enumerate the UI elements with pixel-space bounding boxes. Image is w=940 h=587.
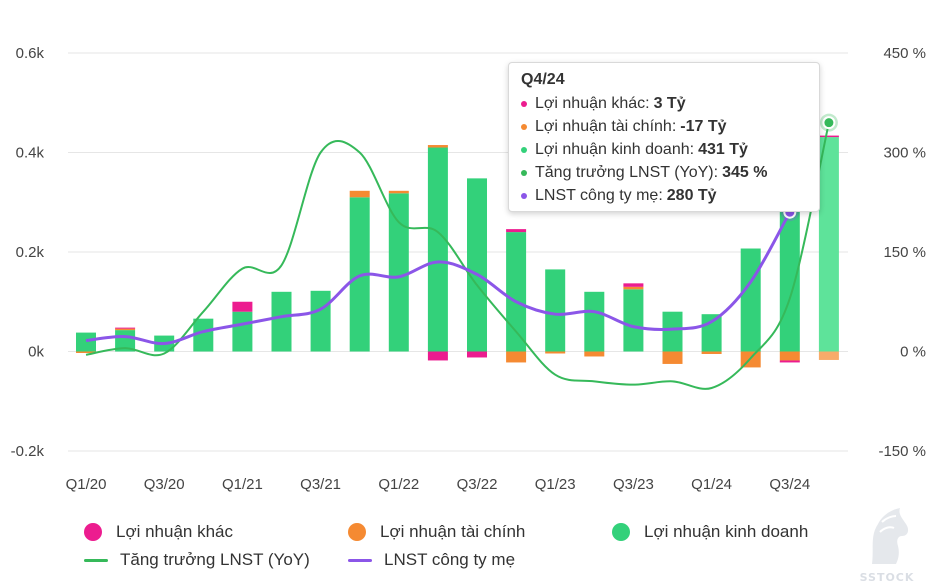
watermark-text: SSTOCK: [859, 571, 915, 584]
legend-dot-icon: [84, 523, 102, 541]
bar-lợi-nhuận-tài-chính: [584, 351, 605, 357]
bar-lợi-nhuận-tài-chính: [506, 351, 527, 363]
legend-item-net-profit[interactable]: LNST công ty mẹ: [348, 550, 515, 570]
hover-marker: [822, 116, 836, 130]
legend-line-icon: [84, 558, 108, 562]
bar-lợi-nhuận-khác: [779, 360, 800, 363]
legend-item-other-profit[interactable]: Lợi nhuận khác: [84, 522, 233, 542]
bar-lợi-nhuận-kinh-doanh: [623, 289, 644, 352]
legend-dot-icon: [612, 523, 630, 541]
horse-head-icon: [872, 508, 909, 564]
watermark: SSTOCK: [852, 500, 922, 584]
bar-lợi-nhuận-tài-chính: [349, 190, 370, 198]
x-tick-label: Q3/23: [613, 476, 654, 493]
bar-lợi-nhuận-kinh-doanh: [740, 248, 761, 352]
bar-lợi-nhuận-khác: [427, 351, 448, 361]
y-right-tick-label: 450 %: [883, 45, 926, 62]
tooltip-dot-icon: [521, 169, 527, 176]
legend-item-financial-profit[interactable]: Lợi nhuận tài chính: [348, 522, 525, 542]
bar-lợi-nhuận-kinh-doanh: [506, 232, 527, 352]
x-tick-label: Q3/20: [144, 476, 185, 493]
bar-lợi-nhuận-khác: [623, 283, 644, 287]
bar-lợi-nhuận-kinh-doanh: [388, 193, 409, 352]
y-right-tick-label: -150 %: [878, 443, 926, 460]
y-right-tick-label: 150 %: [883, 244, 926, 261]
x-tick-label: Q1/23: [535, 476, 576, 493]
legend-line-icon: [348, 558, 372, 562]
bar-lợi-nhuận-khác: [232, 301, 253, 312]
tooltip-dot-icon: [521, 100, 527, 107]
bar-lợi-nhuận-kinh-doanh: [701, 314, 722, 352]
y-right-tick-label: 300 %: [883, 145, 926, 162]
bar-lợi-nhuận-kinh-doanh: [76, 332, 96, 352]
x-tick-label: Q3/24: [769, 476, 810, 493]
bar-lợi-nhuận-kinh-doanh: [271, 291, 292, 352]
tooltip-row-net-profit: LNST công ty mẹ: 280 Tỷ: [521, 184, 807, 207]
bar-lợi-nhuận-tài-chính: [388, 190, 409, 194]
bar-lợi-nhuận-kinh-doanh: [193, 318, 214, 352]
bar-lợi-nhuận-tài-chính: [115, 328, 136, 331]
tooltip-dot-icon: [521, 146, 527, 153]
bar-lợi-nhuận-kinh-doanh: [584, 291, 605, 352]
chart-legend: Lợi nhuận khác Lợi nhuận tài chính Lợi n…: [0, 515, 940, 585]
bar-lợi-nhuận-tài-chính: [76, 351, 96, 353]
bar-lợi-nhuận-kinh-doanh: [427, 147, 448, 352]
bar-lợi-nhuận-tài-chính: [701, 351, 722, 354]
bar-lợi-nhuận-kinh-doanh: [662, 311, 683, 352]
bar-lợi-nhuận-khác: [506, 229, 527, 233]
bar-lợi-nhuận-khác: [818, 135, 839, 138]
y-left-tick-label: 0k: [28, 344, 44, 361]
x-tick-label: Q1/24: [691, 476, 732, 493]
bar-lợi-nhuận-tài-chính: [818, 351, 839, 360]
legend-item-business-profit[interactable]: Lợi nhuận kinh doanh: [612, 522, 808, 542]
x-tick-label: Q3/21: [300, 476, 341, 493]
bar-lợi-nhuận-kinh-doanh: [545, 269, 566, 352]
x-tick-label: Q1/22: [378, 476, 419, 493]
y-left-tick-label: 0.4k: [16, 145, 45, 162]
bar-lợi-nhuận-kinh-doanh: [818, 137, 839, 352]
bar-lợi-nhuận-khác: [115, 327, 136, 329]
bar-lợi-nhuận-tài-chính: [427, 145, 448, 148]
x-tick-label: Q1/21: [222, 476, 263, 493]
chart-tooltip: Q4/24 Lợi nhuận khác: 3 Tỷ Lợi nhuận tài…: [508, 62, 820, 212]
tooltip-title: Q4/24: [521, 71, 565, 88]
tooltip-row-growth: Tăng trưởng LNST (YoY): 345 %: [521, 161, 807, 184]
line-tăng-trưởng-lnst-(yoy): [85, 122, 830, 390]
y-left-tick-label: -0.2k: [11, 443, 45, 460]
bar-lợi-nhuận-kinh-doanh: [467, 178, 487, 352]
bar-lợi-nhuận-kinh-doanh: [310, 290, 331, 352]
bar-lợi-nhuận-tài-chính: [662, 351, 683, 364]
tooltip-row-business: Lợi nhuận kinh doanh: 431 Tỷ: [521, 138, 807, 161]
legend-dot-icon: [348, 523, 366, 541]
bar-lợi-nhuận-tài-chính: [545, 351, 566, 354]
tooltip-dot-icon: [521, 192, 527, 199]
bar-lợi-nhuận-tài-chính: [779, 351, 800, 361]
tooltip-dot-icon: [521, 123, 527, 130]
bar-lợi-nhuận-tài-chính: [623, 286, 644, 290]
legend-item-growth[interactable]: Tăng trưởng LNST (YoY): [84, 550, 310, 570]
y-left-tick-label: 0.2k: [16, 244, 45, 261]
x-tick-label: Q1/20: [66, 476, 107, 493]
x-tick-label: Q3/22: [457, 476, 498, 493]
bar-lợi-nhuận-kinh-doanh: [232, 311, 253, 352]
tooltip-row-other: Lợi nhuận khác: 3 Tỷ: [521, 92, 807, 115]
tooltip-row-financial: Lợi nhuận tài chính: -17 Tỷ: [521, 115, 807, 138]
bar-lợi-nhuận-khác: [467, 351, 487, 358]
y-right-tick-label: 0 %: [900, 344, 926, 361]
line-lnst-công-ty-mẹ: [85, 211, 792, 346]
y-left-tick-label: 0.6k: [16, 45, 45, 62]
